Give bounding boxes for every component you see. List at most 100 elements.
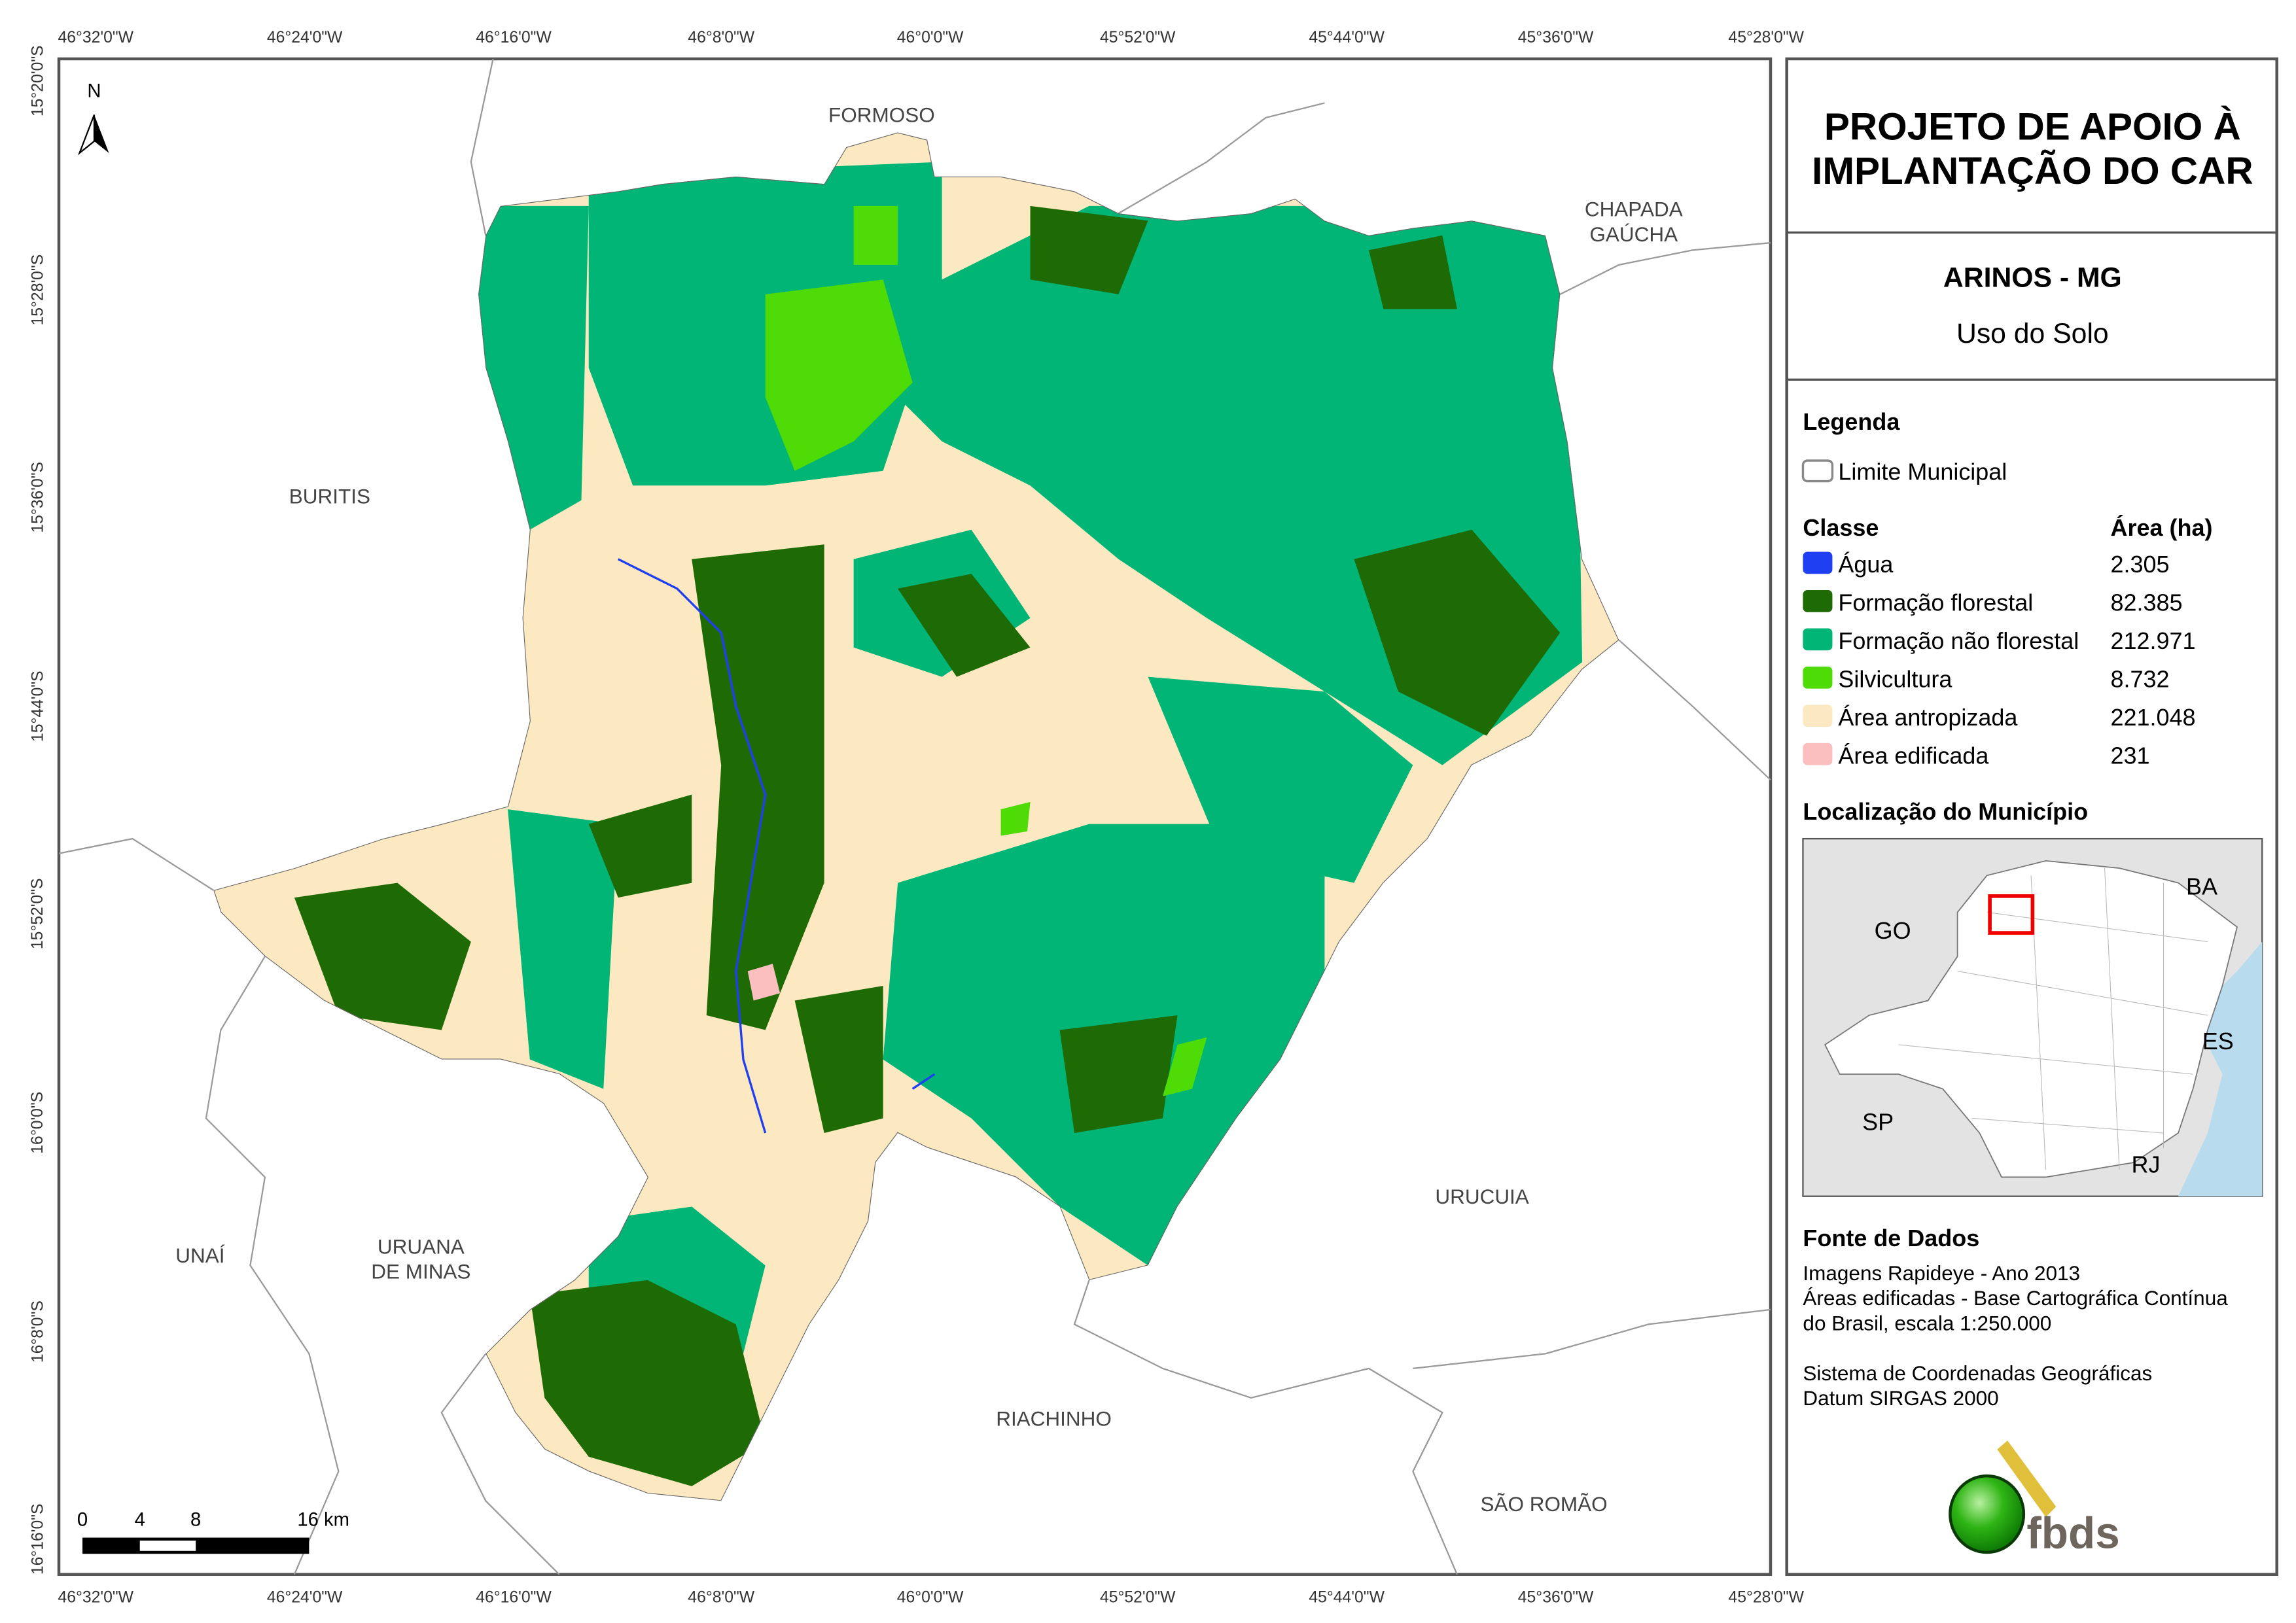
boundary-swatch	[1801, 459, 1834, 483]
longitude-tick-label: 46°8'0"W	[688, 1589, 754, 1607]
legend-class-label: Formação florestal	[1838, 589, 2033, 616]
legend-class-area: 212.971	[2111, 627, 2196, 654]
longitude-tick-label: 45°28'0"W	[1728, 29, 1804, 46]
legend-row: Formação florestal 82.385	[1803, 589, 2183, 616]
legend-row: Formação não florestal 212.971	[1803, 627, 2196, 654]
longitude-tick-label: 46°0'0"W	[897, 29, 964, 46]
legend-title: Legenda	[1803, 408, 1900, 435]
longitude-tick-label: 46°32'0"W	[58, 29, 133, 46]
boundary-label: Limite Municipal	[1838, 458, 2007, 485]
latitude-tick-label: 15°52'0"S	[29, 878, 46, 949]
longitude-tick-label: 45°52'0"W	[1100, 29, 1176, 46]
label-chapada-gaucha-2: GAÚCHA	[1589, 222, 1678, 246]
source-line: Datum SIRGAS 2000	[1803, 1386, 1998, 1410]
longitude-tick-label: 45°44'0"W	[1309, 1589, 1385, 1607]
legend-class-area: 231	[2111, 742, 2150, 769]
land-use-map	[213, 132, 1619, 1501]
legend-class-label: Área antropizada	[1838, 704, 2017, 731]
neighbor-boundaries	[58, 58, 1771, 1575]
label-riachinho: RIACHINHO	[996, 1407, 1112, 1431]
scale-bar: 0 4 8 16 km	[77, 1510, 349, 1554]
latitude-tick-label: 16°0'0"S	[29, 1092, 46, 1154]
legend-row: Silvicultura 8.732	[1803, 665, 2170, 692]
legend-row: Área antropizada 221.048	[1803, 704, 2196, 731]
logo-text: fbds	[2026, 1509, 2119, 1558]
title-line-2: IMPLANTAÇÃO DO CAR	[1812, 149, 2253, 192]
north-arrow-icon: N	[77, 80, 109, 156]
longitude-tick-label: 45°44'0"W	[1309, 29, 1385, 46]
longitude-tick-label: 45°36'0"W	[1518, 29, 1594, 46]
longitude-tick-label: 46°24'0"W	[267, 29, 343, 46]
source-line: Áreas edificadas - Base Cartográfica Con…	[1803, 1286, 2228, 1310]
legend-class-area: 2.305	[2111, 551, 2170, 578]
longitude-tick-label: 46°32'0"W	[58, 1589, 133, 1607]
title-line-1: PROJETO DE APOIO À	[1824, 105, 2241, 148]
latitude-tick-label: 15°28'0"S	[29, 254, 46, 326]
inset-label-go: GO	[1875, 917, 1911, 944]
area-header: Área (ha)	[2111, 514, 2213, 541]
legend-row: Área edificada 231	[1803, 742, 2150, 769]
municipality-name: ARINOS - MG	[1943, 262, 2122, 294]
latitude-tick-label: 15°36'0"S	[29, 462, 46, 533]
legend-class-area: 221.048	[2111, 704, 2196, 731]
inset-label-ba: BA	[2186, 873, 2217, 900]
legend-row: Água 2.305	[1803, 551, 2170, 578]
legend-swatch	[1803, 589, 1833, 612]
label-chapada-gaucha: CHAPADA	[1585, 198, 1683, 221]
latitude-tick-label: 16°8'0"S	[29, 1300, 46, 1363]
source-line: Imagens Rapideye - Ano 2013	[1803, 1261, 2080, 1285]
label-uruana-2: DE MINAS	[371, 1260, 470, 1283]
side-panel	[1785, 57, 2278, 1577]
source-line: do Brasil, escala 1:250.000	[1803, 1311, 2051, 1335]
longitude-tick-label: 45°28'0"W	[1728, 1589, 1804, 1607]
north-label: N	[87, 80, 101, 101]
label-unai: UNAÍ	[175, 1244, 224, 1267]
inset-label-sp: SP	[1862, 1108, 1894, 1135]
latitude-tick-label: 15°44'0"S	[29, 671, 46, 742]
legend-class-label: Silvicultura	[1838, 665, 1952, 692]
legend-swatch	[1803, 705, 1833, 727]
legend-class-label: Água	[1838, 551, 1893, 578]
legend-class-label: Formação não florestal	[1838, 627, 2079, 654]
label-urucuia: URUCUIA	[1435, 1185, 1528, 1208]
longitude-tick-label: 46°8'0"W	[688, 29, 754, 46]
label-sao-romao: SÃO ROMÃO	[1480, 1492, 1607, 1516]
legend-swatch	[1803, 742, 1833, 765]
legend-class-label: Área edificada	[1838, 742, 1988, 769]
scale-label: 4	[135, 1510, 145, 1531]
latitude-tick-label: 16°16'0"S	[29, 1503, 46, 1575]
latitude-tick-label: 15°20'0"S	[29, 45, 46, 116]
label-uruana: URUANA	[378, 1234, 465, 1258]
municipality-locator	[1988, 894, 2035, 935]
class-header: Classe	[1803, 514, 1879, 541]
longitude-tick-label: 45°52'0"W	[1100, 1589, 1176, 1607]
legend-swatch	[1803, 628, 1833, 651]
scale-label: 0	[77, 1510, 88, 1531]
longitude-tick-label: 46°16'0"W	[476, 1589, 552, 1607]
label-formoso: FORMOSO	[828, 103, 935, 127]
longitude-tick-label: 46°0'0"W	[897, 1589, 964, 1607]
legend-class-area: 82.385	[2111, 589, 2183, 616]
longitude-tick-label: 46°16'0"W	[476, 29, 552, 46]
label-buritis: BURITIS	[289, 484, 370, 508]
longitude-ticks-bottom: 46°32'0"W 46°24'0"W 46°16'0"W 46°8'0"W 46°0'…	[58, 1589, 1804, 1607]
legend-swatch	[1803, 551, 1833, 574]
longitude-tick-label: 45°36'0"W	[1518, 1589, 1594, 1607]
longitude-ticks-top: 46°32'0"W 46°24'0"W 46°16'0"W 46°8'0"W 46°0'…	[58, 29, 1804, 46]
legend-swatch	[1803, 666, 1833, 689]
latitude-ticks: 15°20'0"S 15°28'0"S 15°36'0"S 15°44'0"S 15°5…	[29, 45, 46, 1575]
inset-label-rj: RJ	[2132, 1151, 2161, 1178]
longitude-tick-label: 46°24'0"W	[267, 1589, 343, 1607]
scale-label: 8	[190, 1510, 201, 1531]
fbds-logo: fbds	[1949, 1440, 2120, 1558]
source-title: Fonte de Dados	[1803, 1225, 1979, 1251]
source-line: Sistema de Coordenadas Geográficas	[1803, 1361, 2152, 1385]
legend-class-area: 8.732	[2111, 665, 2170, 692]
location-title: Localização do Município	[1803, 798, 2088, 825]
map-subtitle: Uso do Solo	[1956, 318, 2109, 349]
location-inset-map: GO BA ES SP RJ	[1802, 837, 2263, 1197]
inset-label-es: ES	[2202, 1028, 2234, 1055]
